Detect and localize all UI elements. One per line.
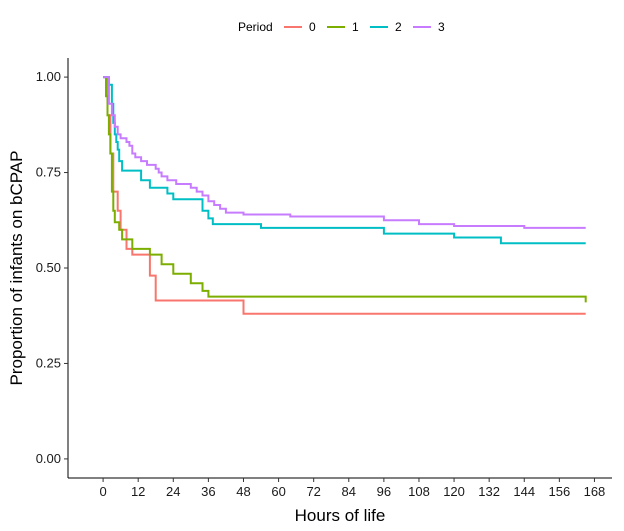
x-tick-label: 84	[342, 484, 356, 499]
y-tick-label: 0.75	[36, 165, 61, 180]
y-axis: 0.00 0.25 0.50 0.75 1.00	[36, 58, 69, 478]
y-axis-title: Proportion of infants on bCPAP	[7, 151, 26, 386]
x-tick-label: 120	[443, 484, 465, 499]
legend-label-3: 3	[438, 20, 445, 34]
x-tick-label: 144	[513, 484, 535, 499]
x-axis: 0 12 24 36 48 60 72 84 96 108 120 132 144 156 168	[68, 477, 612, 499]
series-line-3	[103, 76, 586, 229]
series-line-1	[103, 76, 587, 303]
x-tick-label: 60	[271, 484, 285, 499]
x-tick-label: 132	[478, 484, 500, 499]
legend-label-0: 0	[309, 20, 316, 34]
legend-title: Period	[238, 20, 273, 34]
x-tick-label: 72	[306, 484, 320, 499]
x-tick-label: 36	[201, 484, 215, 499]
x-tick-label: 96	[377, 484, 391, 499]
x-tick-label: 24	[166, 484, 180, 499]
x-tick-label: 48	[236, 484, 250, 499]
series-line-2	[103, 76, 586, 245]
y-tick-label: 1.00	[36, 69, 61, 84]
y-tick-label: 0.00	[36, 451, 61, 466]
x-tick-label: 168	[584, 484, 606, 499]
x-axis-title: Hours of life	[295, 506, 386, 525]
x-tick-label: 108	[408, 484, 430, 499]
x-tick-label: 12	[131, 484, 145, 499]
legend: Period 0 1 2 3	[238, 20, 445, 34]
legend-label-2: 2	[395, 20, 402, 34]
x-tick-label: 0	[99, 484, 106, 499]
y-tick-label: 0.50	[36, 260, 61, 275]
legend-label-1: 1	[352, 20, 359, 34]
x-tick-label: 156	[549, 484, 571, 499]
series-line-0	[103, 76, 586, 315]
y-tick-label: 0.25	[36, 355, 61, 370]
